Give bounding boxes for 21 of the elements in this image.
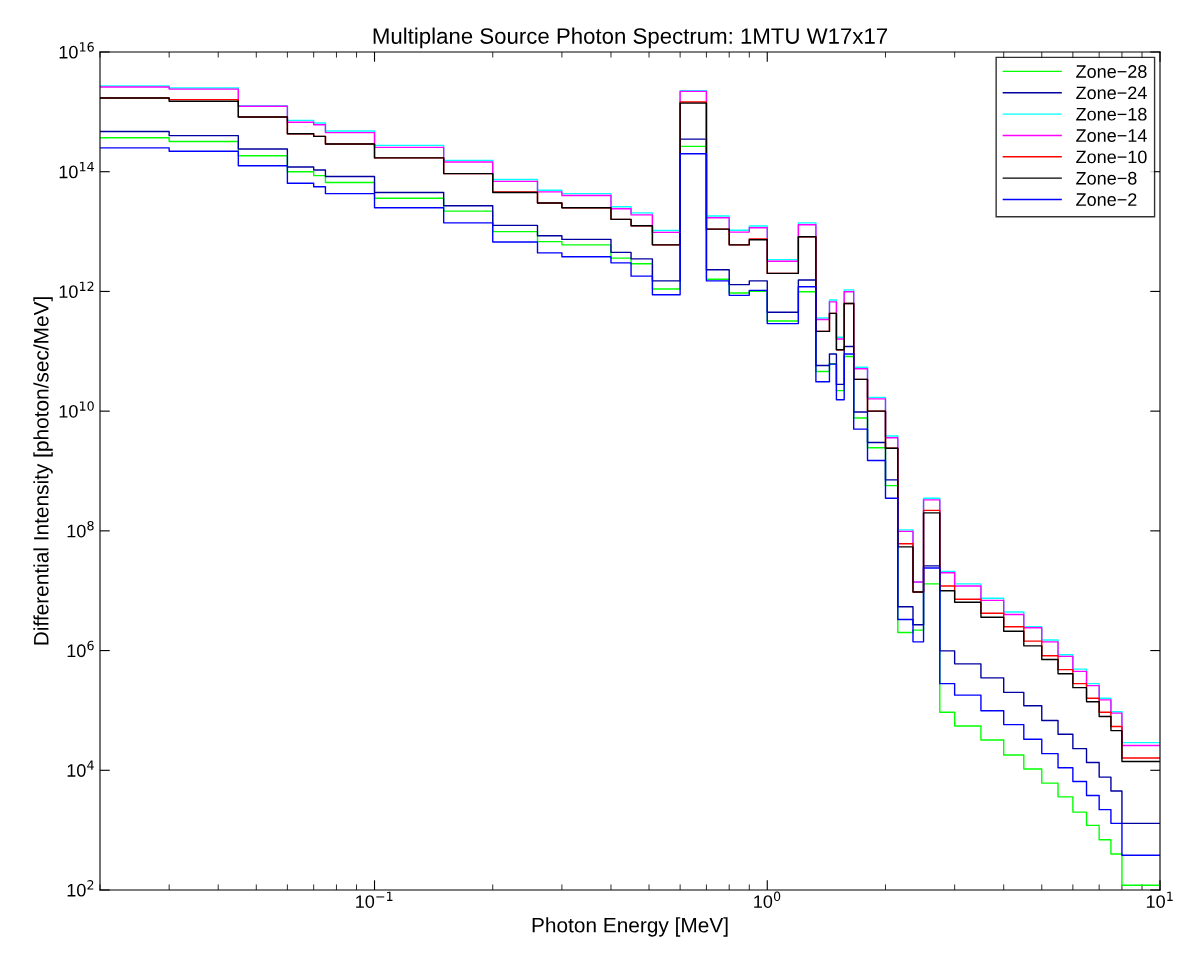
- x-tick-label: 10$^{−1}$: [356, 891, 393, 908]
- legend-label: Zone−14: [1076, 129, 1147, 142]
- y-tick-label: 10$^{2}$: [67, 880, 94, 897]
- y-tick-label: 10$^{8}$: [67, 520, 94, 538]
- y-tick-label: 10$^{16}$: [59, 42, 94, 59]
- y-tick-label: 10$^{4}$: [67, 760, 94, 777]
- y-tick-label: 10$^{6}$: [67, 640, 94, 658]
- y-tick-label: 10$^{14}$: [59, 162, 94, 179]
- y-axis-title: Differential Intensity [photon/sec/MeV]: [33, 297, 53, 645]
- y-tick-label: 10$^{12}$: [59, 281, 94, 299]
- legend-label: Zone−18: [1076, 107, 1147, 121]
- legend-label: Zone−10: [1076, 150, 1147, 164]
- legend-label: Zone−28: [1076, 65, 1147, 78]
- y-tick-label: 10$^{10}$: [59, 401, 94, 418]
- chart-title: Multiplane Source Photon Spectrum: 1MTU W17x17: [373, 27, 888, 49]
- x-tick-label: 10$^{1}$: [1146, 891, 1173, 908]
- x-tick-label: 10$^{0}$: [754, 891, 781, 908]
- legend-label: Zone−24: [1076, 86, 1147, 100]
- legend-label: Zone−8: [1076, 171, 1137, 185]
- legend-label: Zone−2: [1076, 193, 1137, 206]
- x-axis-title: Photon Energy [MeV]: [532, 917, 728, 937]
